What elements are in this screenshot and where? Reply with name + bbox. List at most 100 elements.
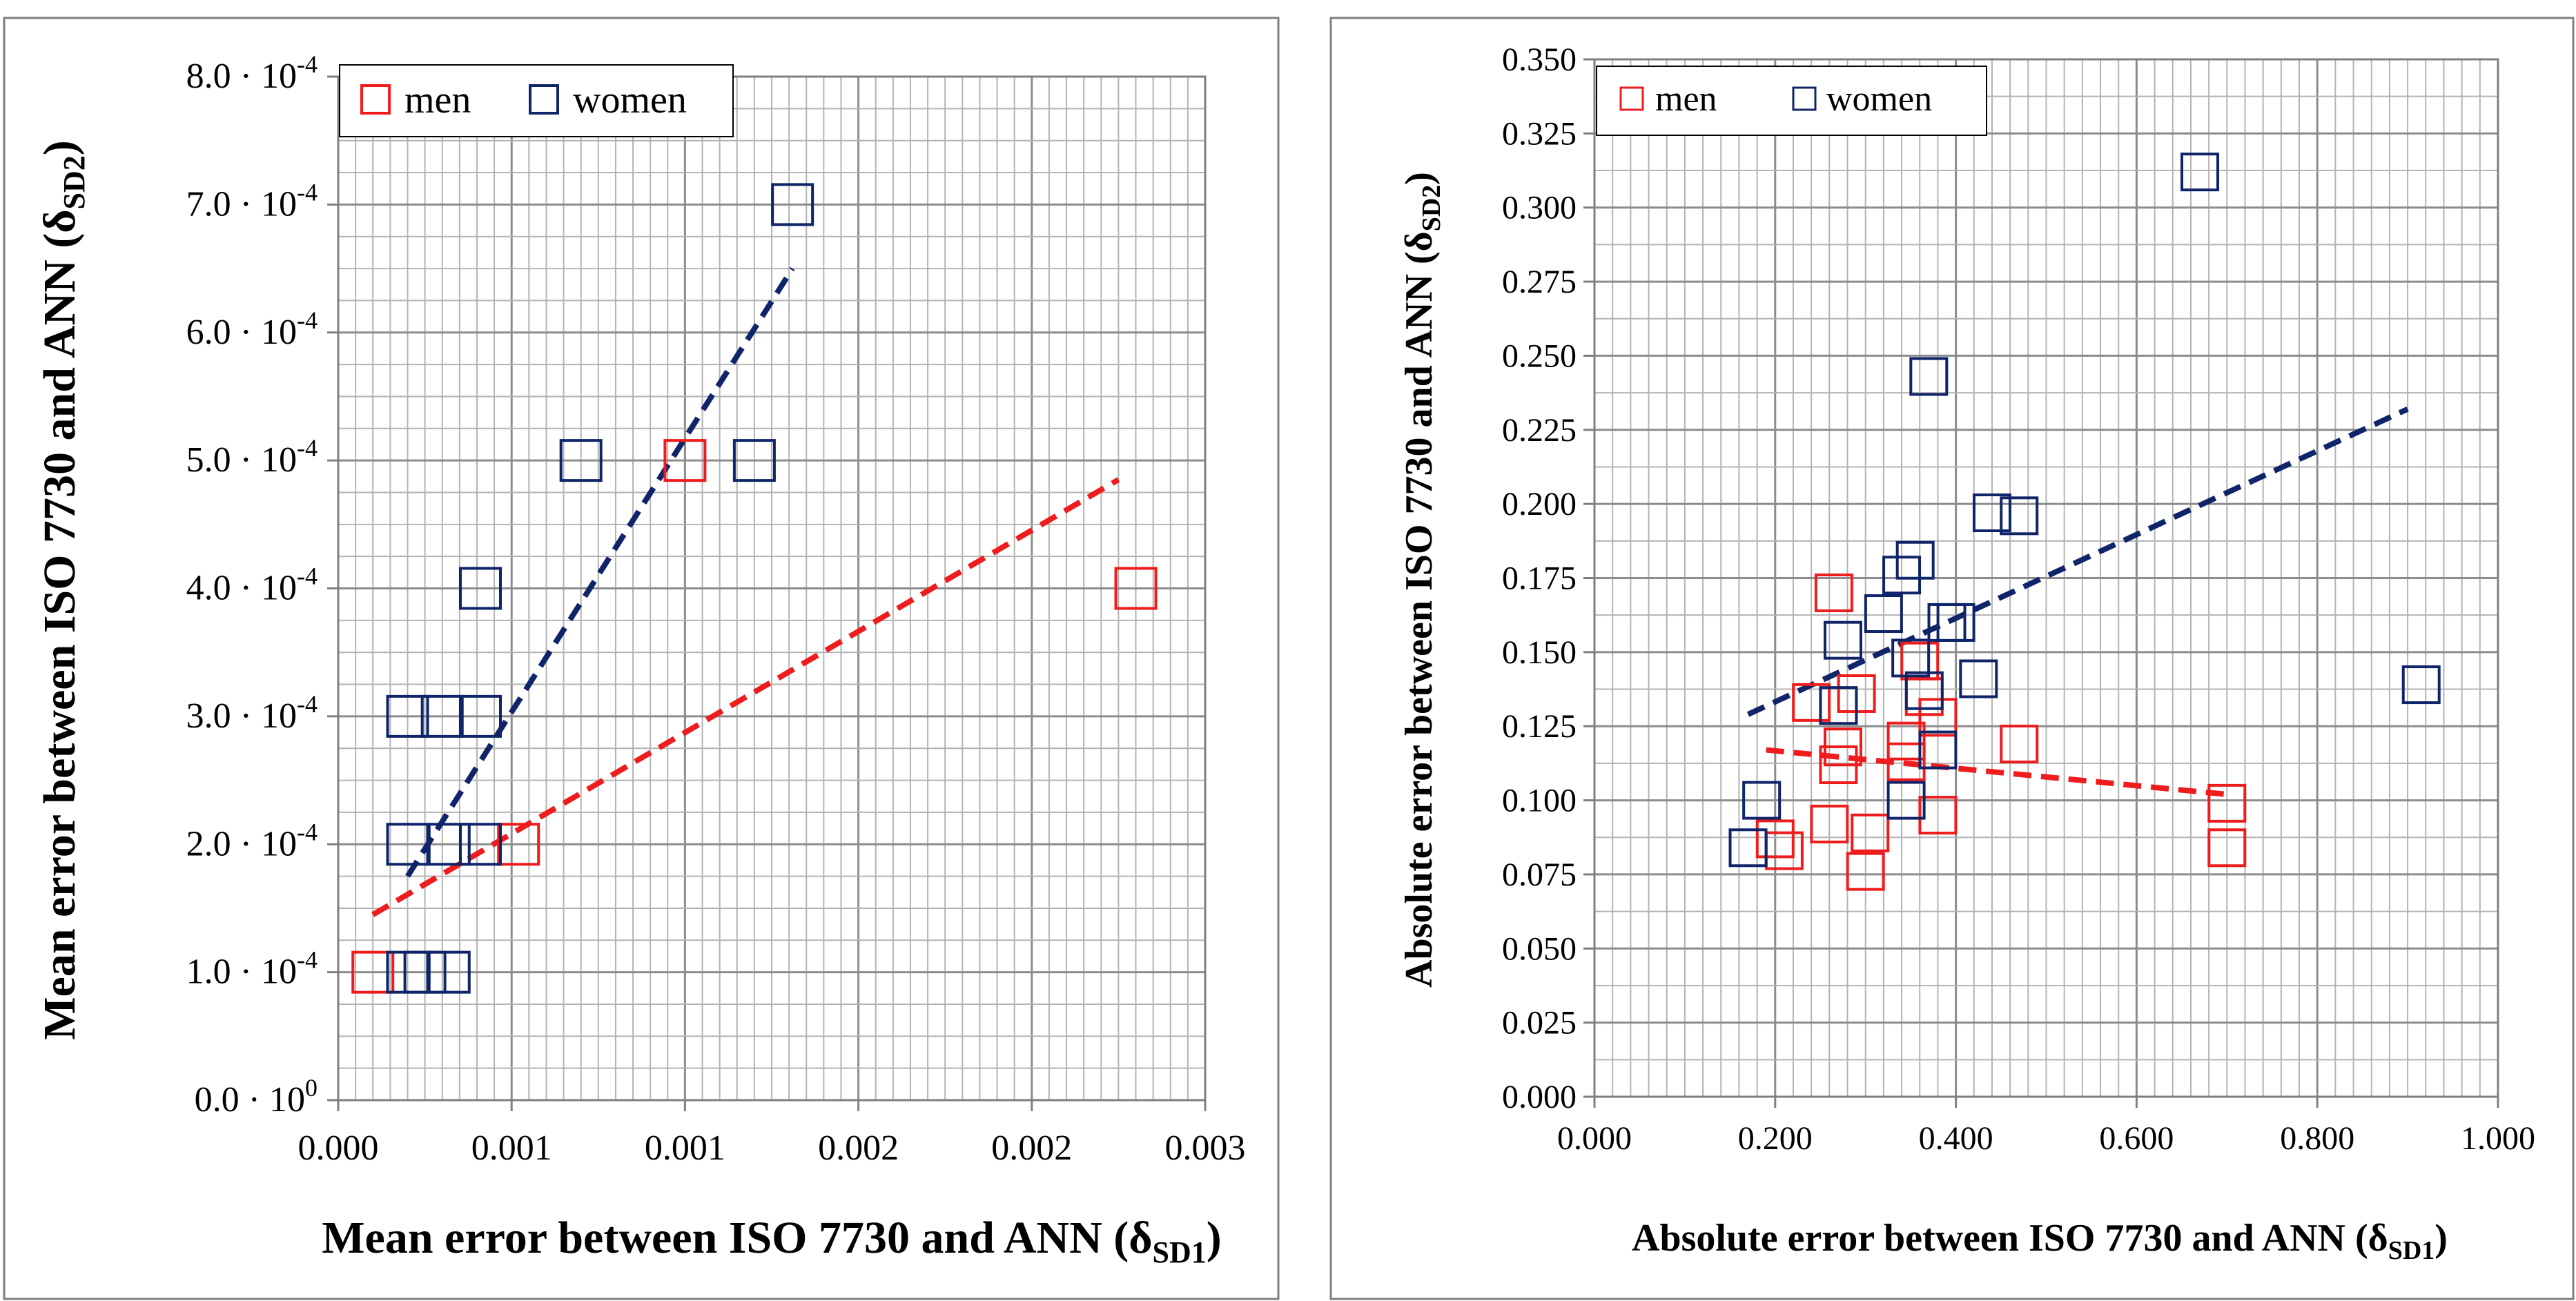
left-legend: men women [339, 64, 734, 137]
y-tick-label: 0.325 [1502, 115, 1577, 152]
right-x-axis-title: Absolute error between ISO 7730 and ANN … [1632, 1217, 2448, 1265]
women-point [1819, 686, 1858, 725]
x-tick-label: 0.200 [1738, 1120, 1813, 1157]
women-point [1823, 620, 1862, 660]
men-point [2207, 783, 2247, 823]
women-point [1742, 781, 1782, 820]
women-trendline [1746, 407, 2409, 717]
right-trendlines [1746, 407, 2409, 797]
x-tick-label: 0.003 [1165, 1128, 1246, 1168]
right-panel-frame [1329, 17, 2575, 1300]
right-y-axis-title-sub: SD2 [1417, 185, 1446, 232]
women-point [1904, 671, 1944, 710]
women-point [403, 950, 447, 994]
women-point [427, 950, 471, 994]
y-tick-label: 0.250 [1502, 338, 1577, 374]
men-point [1886, 742, 1926, 781]
right-legend-women-label: women [1826, 79, 1932, 119]
y-tick-label: 8.0 · 10-4 [186, 50, 318, 96]
women-point [1959, 659, 1998, 698]
men-point [1810, 804, 1849, 843]
x-tick-label: 0.001 [471, 1128, 552, 1168]
women-point [1936, 603, 1975, 642]
left-plot-border [337, 75, 1207, 1102]
right-x-axis-title-main: Absolute error between ISO 7730 and ANN … [1632, 1217, 2388, 1260]
men-point [2207, 828, 2247, 868]
right-y-tick-labels: 0.000 0.025 0.050 0.075 0.100 0.125 0.150 0.175… [1502, 41, 1577, 1115]
men-point [1823, 727, 1862, 767]
y-tick-label: 0.200 [1502, 486, 1577, 522]
right-y-axis-title-end: ) [1398, 172, 1441, 185]
right-x-tick-labels: 0.000 0.200 0.400 0.600 0.800 1.000 [1557, 1120, 2535, 1157]
x-tick-label: 0.002 [818, 1128, 899, 1168]
y-tick-label: 0.075 [1502, 857, 1577, 893]
women-point [1918, 730, 1958, 770]
right-x-axis-title-sub: SD1 [2388, 1236, 2435, 1265]
right-legend-women-marker [1792, 86, 1817, 111]
left-legend-women-marker [529, 84, 559, 115]
men-point [1886, 721, 1926, 761]
right-chart: 0.000 0.200 0.400 0.600 0.800 1.000 0.000 0.02… [1398, 41, 2535, 1265]
women-point [1864, 594, 1903, 634]
y-tick-label: 0.100 [1502, 783, 1577, 819]
women-point [1728, 828, 1768, 868]
x-tick-label: 0.000 [298, 1128, 379, 1168]
men-point [2000, 724, 2039, 763]
x-tick-label: 0.800 [2280, 1120, 2354, 1157]
men-point [1846, 852, 1885, 891]
y-tick-label: 4.0 · 10-4 [186, 563, 318, 608]
women-point [1909, 357, 1949, 396]
right-legend-box [1596, 66, 1987, 136]
left-x-axis-title-sub: SD1 [1153, 1235, 1207, 1269]
x-tick-label: 0.001 [645, 1128, 725, 1168]
y-tick-label: 7.0 · 10-4 [186, 178, 318, 224]
women-point [386, 694, 429, 738]
women-point [1886, 781, 1926, 820]
women-point [1972, 493, 2011, 533]
right-legend: men women [1596, 66, 1987, 136]
men-point [1755, 819, 1795, 859]
men-point [1114, 567, 1158, 610]
y-tick-label: 0.175 [1502, 560, 1577, 597]
women-point [1895, 540, 1935, 580]
y-tick-label: 0.025 [1502, 1005, 1577, 1041]
women-point [559, 439, 603, 482]
women-point [2000, 496, 2039, 536]
women-point [732, 439, 776, 482]
y-tick-label: 2.0 · 10-4 [186, 818, 318, 863]
x-tick-label: 0.600 [2099, 1120, 2174, 1157]
y-tick-label: 0.350 [1502, 41, 1577, 78]
women-point [458, 694, 502, 738]
women-point [458, 823, 502, 866]
left-x-axis-title: Mean error between ISO 7730 and ANN (δSD… [322, 1213, 1221, 1269]
right-gridlines [1583, 58, 2499, 1108]
y-tick-label: 1.0 · 10-4 [186, 946, 318, 992]
right-data-points [1728, 153, 2441, 891]
women-point [2180, 153, 2220, 192]
right-legend-men-marker [1619, 86, 1644, 111]
y-tick-label: 0.0 · 100 [195, 1074, 318, 1119]
left-y-axis-title-main: Mean error between ISO 7730 and ANN (δ [35, 209, 85, 1039]
men-trendline [1766, 747, 2227, 797]
men-point [1851, 813, 1890, 852]
women-point [427, 823, 471, 866]
left-y-axis-title-sub: SD2 [57, 155, 91, 209]
men-point [663, 439, 707, 482]
men-point [497, 823, 540, 866]
right-y-axis-title-main: Absolute error between ISO 7730 and ANN … [1398, 231, 1441, 988]
x-tick-label: 0.000 [1557, 1120, 1632, 1157]
left-legend-men-label: men [404, 79, 471, 121]
y-tick-label: 0.050 [1502, 930, 1577, 967]
left-x-axis-title-end: ) [1207, 1213, 1222, 1263]
women-trendline [405, 266, 795, 878]
left-x-tick-labels: 0.000 0.001 0.001 0.002 0.002 0.003 [298, 1128, 1246, 1168]
y-tick-label: 5.0 · 10-4 [186, 434, 318, 480]
x-tick-label: 1.000 [2461, 1120, 2535, 1157]
men-point [351, 950, 395, 994]
women-point [1882, 556, 1922, 595]
women-point [386, 823, 429, 866]
men-point [1792, 683, 1831, 722]
x-tick-label: 0.400 [1919, 1120, 1993, 1157]
right-legend-men-label: men [1655, 79, 1717, 119]
